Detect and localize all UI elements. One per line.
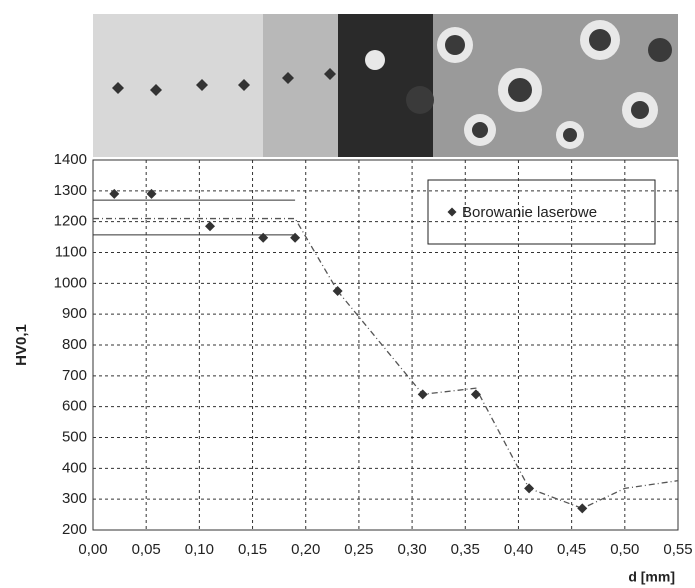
y-tick-label: 1000 [54,274,87,291]
data-point [470,389,481,400]
trend-line [93,217,679,510]
data-point [258,232,269,243]
y-tick-label: 1400 [54,151,87,168]
data-point [417,389,428,400]
y-tick-label: 200 [62,521,87,538]
legend-label: Borowanie laserowe [462,204,597,221]
y-tick-label: 300 [62,490,87,507]
data-point [146,188,157,199]
x-tick-label: 0,45 [557,541,586,558]
y-tick-label: 500 [62,428,87,445]
x-tick-label: 0,40 [504,541,533,558]
y-tick-label: 600 [62,398,87,415]
x-tick-label: 0,10 [185,541,214,558]
x-tick-label: 0,05 [132,541,161,558]
x-tick-label: 0,25 [344,541,373,558]
y-tick-label: 1100 [55,243,87,260]
x-tick-label: 0,00 [78,541,107,558]
x-tick-label: 0,15 [238,541,267,558]
y-tick-label: 800 [62,336,87,353]
x-tick-label: 0,35 [451,541,480,558]
x-axis-label: d [mm] [628,569,675,585]
data-point [332,286,343,297]
data-point [524,483,535,494]
y-tick-label: 900 [62,305,87,322]
y-axis-label: HV0,1 [13,324,30,366]
y-tick-label: 400 [62,459,87,476]
data-point [290,232,301,243]
data-point [577,503,588,514]
micrograph [93,14,678,157]
x-tick-label: 0,20 [291,541,320,558]
y-tick-label: 700 [62,367,87,384]
x-tick-label: 0,55 [663,541,692,558]
legend-marker [447,207,457,217]
y-tick-label: 1300 [54,182,87,199]
y-tick-label: 1200 [54,213,87,230]
x-tick-label: 0,50 [610,541,639,558]
data-point [109,188,120,199]
x-tick-label: 0,30 [397,541,426,558]
data-point [205,221,215,232]
